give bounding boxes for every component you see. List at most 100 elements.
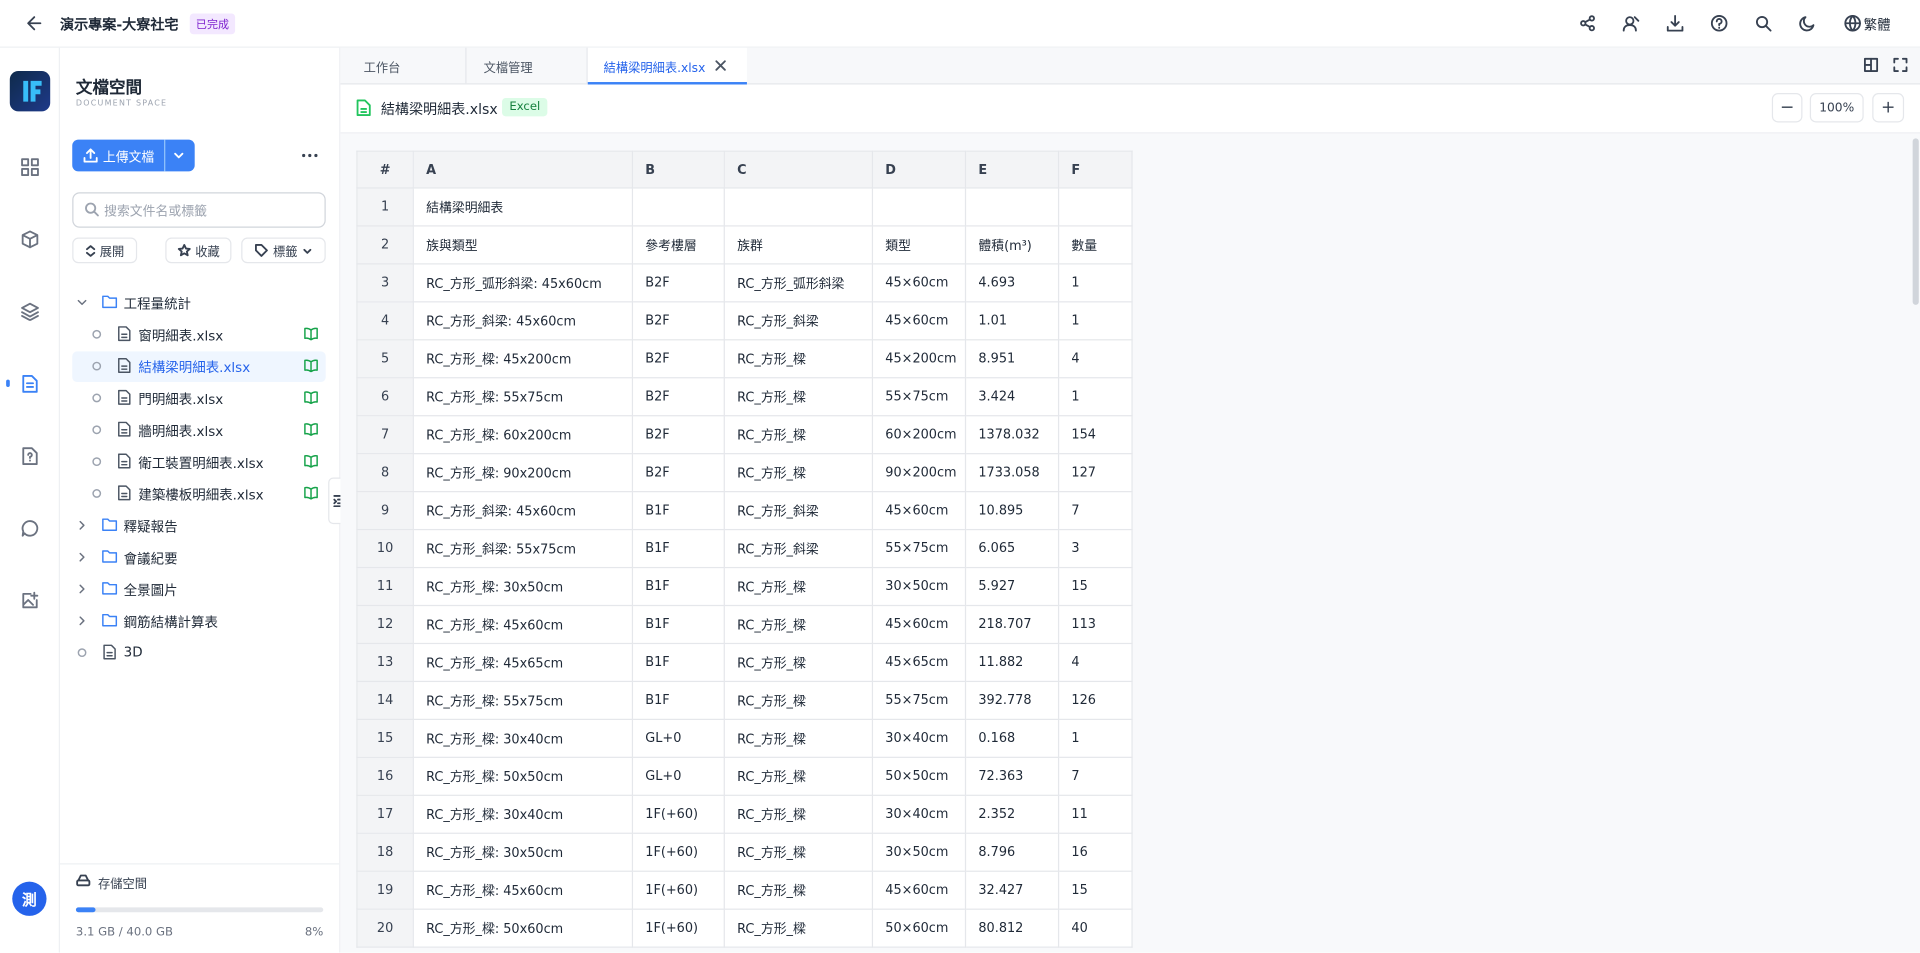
search-box[interactable] [72,192,326,228]
tab-active[interactable]: 結構梁明細表.xlsx [587,47,747,85]
cell: 1F(+60) [631,908,725,948]
upload-button[interactable] [72,139,195,172]
column-header: E [964,150,1060,189]
tree-toggle[interactable] [92,489,102,499]
zoom-out[interactable]: − [1771,93,1803,123]
tree-label[interactable]: 門明細表.xlsx [138,391,224,408]
nav-questions[interactable] [21,447,39,466]
cell: 218.707 [964,604,1060,645]
zoom-in[interactable]: + [1872,93,1905,123]
cell: B2F [631,263,725,303]
tree-toggle[interactable] [77,648,87,658]
tree-label[interactable]: 會議紀要 [123,551,178,567]
row: 17 RC_方形_樑: 30x40cm 1F(+60) RC_方形_樑 30×40cm 2… [356,794,1133,834]
row-number: 12 [356,604,414,645]
cell: GL+0 [631,756,725,796]
folder-icon [102,582,118,595]
upload-label: 上傳文檔 [102,150,155,166]
tree-toggle[interactable] [92,393,102,403]
scrollbar[interactable] [1912,138,1919,305]
cell: B2F [631,415,725,455]
nav-images[interactable] [21,591,39,609]
file-icon [118,389,131,405]
cell: 1F(+60) [631,794,725,834]
search-icon[interactable] [1755,15,1772,32]
open-book-icon[interactable] [304,422,319,436]
back-button[interactable] [26,15,43,32]
tree-toggle[interactable] [77,584,87,594]
tree-label[interactable]: 鋼筋結構計算表 [123,614,218,631]
open-book-icon[interactable] [304,359,319,373]
avatar[interactable]: 測 [12,881,47,916]
download-icon[interactable] [1666,15,1684,32]
more-button[interactable] [301,152,318,159]
nav-model[interactable] [21,230,39,249]
cell: RC_方形_斜梁: 45x60cm [412,301,634,341]
cell: 5.927 [964,566,1060,607]
tab[interactable]: 文檔管理 [467,47,588,84]
share-icon[interactable] [1580,15,1597,32]
tree-toggle[interactable] [92,361,102,371]
cell: 數量 [1057,225,1133,265]
cell: 1F(+60) [631,832,725,872]
open-book-icon[interactable] [304,486,319,500]
tree-label[interactable]: 建築樓板明細表.xlsx [138,487,264,504]
row-number: 15 [356,718,414,758]
cell: 55×75cm [871,377,967,417]
split-view[interactable] [1863,57,1879,73]
tree-label[interactable]: 衛工裝置明細表.xlsx [138,455,264,472]
tree-toggle[interactable] [77,552,87,562]
tree-label[interactable]: 結構梁明細表.xlsx [138,360,251,376]
tree-toggle[interactable] [77,616,87,626]
tree-toggle[interactable] [92,457,102,467]
nav-chat[interactable] [21,519,39,537]
cell: 30×40cm [871,718,967,758]
row: 5 RC_方形_樑: 45x200cm B2F RC_方形_樑 45×200cm 8.95… [356,339,1133,379]
tab[interactable]: 工作台 [340,47,467,84]
tree-label[interactable]: 工程量統計 [123,296,192,313]
tree-toggle[interactable] [92,425,102,435]
file-icon [118,326,131,342]
cell: 45×60cm [871,301,967,341]
cell: RC_方形_樑 [723,908,874,948]
open-book-icon[interactable] [304,327,319,341]
tag-button[interactable]: 標籤 [241,237,326,264]
tab-close[interactable] [715,60,726,71]
tree-label[interactable]: 3D [123,644,143,661]
file-icon [356,99,371,117]
tree-label[interactable]: 釋疑報告 [123,519,178,536]
expand-button[interactable]: 展開 [72,237,138,264]
tree-toggle[interactable] [77,520,87,530]
tree-toggle[interactable] [92,329,102,339]
users-icon[interactable] [1622,15,1640,32]
nav-documents[interactable] [21,375,39,393]
cell: 45×60cm [871,870,967,910]
open-book-icon[interactable] [304,454,319,468]
upload-dropdown[interactable] [173,149,185,161]
help-icon[interactable] [1710,15,1728,32]
language-label[interactable]: 繁體 [1863,17,1891,34]
open-book-icon[interactable] [304,391,319,405]
tree-toggle[interactable] [77,298,87,308]
language-icon[interactable] [1844,15,1861,32]
cell: B1F [631,680,725,721]
logo [9,71,51,112]
fullscreen[interactable] [1893,57,1908,73]
cell: 50×60cm [871,908,967,948]
cell: B1F [631,491,725,531]
tree-label[interactable]: 全景圖片 [123,582,178,599]
cell: 45×60cm [871,263,967,303]
cell: RC_方形_樑 [723,680,874,721]
theme-icon[interactable] [1799,15,1816,32]
favorite-button[interactable]: 收藏 [165,237,232,264]
nav-dashboard[interactable] [21,158,39,177]
tree-label[interactable]: 牆明細表.xlsx [138,423,224,440]
nav-layers[interactable] [21,302,39,321]
cell: 11.882 [964,642,1060,683]
tree-label[interactable]: 窗明細表.xlsx [138,328,224,345]
folder-icon [102,518,118,531]
cell: 1378.032 [964,415,1060,455]
folder-icon [102,613,118,627]
sidebar-subtitle: DOCUMENT SPACE [75,97,168,108]
